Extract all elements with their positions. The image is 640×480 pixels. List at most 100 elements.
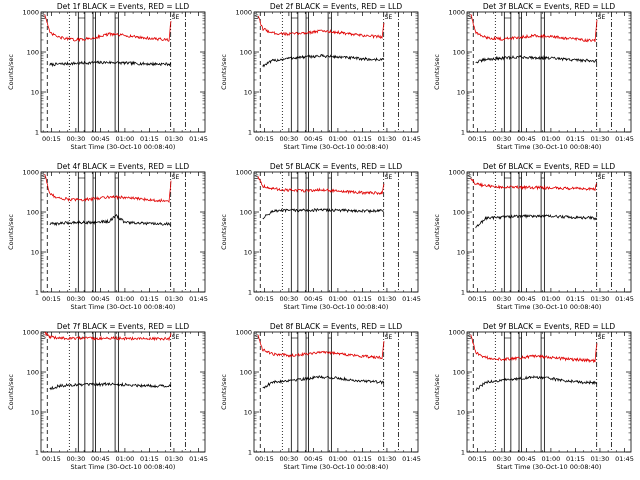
plot-frame [466,171,632,293]
x-tick-label: 00:15 [42,455,61,463]
x-axis-label: Start Time (30-Oct-10 00:08:40) [284,143,389,151]
corner-label-right: SE [385,334,393,341]
plot-frame [40,171,206,293]
corner-label-left: S [255,334,259,341]
series-line-events [262,208,384,220]
x-tick-label: 00:45 [304,135,323,143]
series-line-events [475,55,598,64]
y-tick-label: 1 [461,129,465,137]
series-line-events [49,214,171,227]
chart-title: Det 6f BLACK = Events, RED = LLD [483,162,616,171]
y-tick-label: 100 [453,49,465,57]
x-tick-label: 01:45 [402,295,421,303]
plot-frame [466,331,632,453]
x-tick-label: 01:30 [591,455,610,463]
x-tick-label: 00:15 [255,295,274,303]
series-line-events [49,381,172,391]
x-tick-label: 00:15 [255,135,274,143]
y-tick-label: 100 [453,369,465,377]
x-tick-label: 01:00 [329,295,348,303]
plot-frame [40,331,206,453]
x-tick-label: 00:45 [517,455,536,463]
y-axis-label: Counts/sec [7,374,15,410]
y-axis-label: Counts/sec [220,54,228,90]
x-tick-label: 01:30 [378,455,397,463]
x-tick-label: 01:00 [542,135,561,143]
x-tick-label: 01:45 [402,455,421,463]
x-tick-label: 00:30 [493,295,512,303]
x-tick-label: 01:30 [165,455,184,463]
series-line-lld [470,334,598,364]
y-tick-label: 1 [248,129,252,137]
y-tick-label: 1000 [22,9,39,17]
chart-title: Det 3f BLACK = Events, RED = LLD [483,2,616,11]
y-tick-label: 1 [35,449,39,457]
corner-label-right: SE [385,14,393,21]
y-tick-label: 1 [35,289,39,297]
x-tick-label: 01:15 [566,135,585,143]
x-tick-label: 00:45 [304,295,323,303]
y-tick-label: 1000 [448,329,465,337]
x-tick-label: 01:15 [566,455,585,463]
y-tick-label: 10 [31,249,39,257]
corner-label-right: SE [172,334,180,341]
x-tick-label: 00:30 [280,455,299,463]
y-tick-label: 100 [27,209,39,217]
y-tick-label: 1000 [448,9,465,17]
series-line-lld [470,178,598,192]
x-tick-label: 00:30 [67,135,86,143]
y-tick-label: 10 [31,89,39,97]
y-tick-label: 1 [248,289,252,297]
corner-label-right: SE [598,14,606,21]
y-axis-label: Counts/sec [7,54,15,90]
y-axis-label: Counts/sec [433,374,441,410]
y-tick-label: 100 [27,49,39,57]
corner-label-right: SE [598,334,606,341]
corner-label-left: S [42,174,46,181]
series-line-events [475,375,597,391]
series-line-lld [257,334,385,360]
x-tick-label: 00:30 [280,295,299,303]
series-line-events [49,60,172,68]
x-tick-label: 01:30 [378,295,397,303]
x-tick-label: 00:45 [91,135,110,143]
y-tick-label: 1 [248,449,252,457]
x-tick-label: 00:15 [42,295,61,303]
series-line-lld [44,14,172,43]
y-tick-label: 1 [461,289,465,297]
y-tick-label: 1000 [448,169,465,177]
plot-frame [466,11,632,133]
x-tick-label: 01:15 [353,295,372,303]
chart-title: Det 2f BLACK = Events, RED = LLD [270,2,403,11]
chart-panel: Det 3f BLACK = Events, RED = LLD Counts/s… [433,2,634,151]
x-tick-label: 01:45 [615,295,634,303]
chart-panel: Det 9f BLACK = Events, RED = LLD Counts/s… [433,322,634,471]
x-tick-label: 01:00 [542,455,561,463]
corner-label-right: SE [172,14,180,21]
corner-label-left: S [255,174,259,181]
x-tick-label: 00:30 [67,295,86,303]
x-axis-label: Start Time (30-Oct-10 00:08:40) [497,303,602,311]
chart-panel: Det 4f BLACK = Events, RED = LLD Counts/s… [7,162,208,311]
x-tick-label: 01:30 [165,295,184,303]
x-axis-label: Start Time (30-Oct-10 00:08:40) [284,303,389,311]
y-tick-label: 1000 [22,169,39,177]
y-tick-label: 10 [244,409,252,417]
series-line-lld [257,16,385,40]
x-tick-label: 00:45 [517,295,536,303]
y-tick-label: 1000 [235,9,252,17]
x-axis-label: Start Time (30-Oct-10 00:08:40) [497,143,602,151]
corner-label-right: SE [172,174,180,181]
y-tick-label: 10 [457,89,465,97]
x-tick-label: 01:15 [353,455,372,463]
x-tick-label: 01:00 [116,295,135,303]
x-tick-label: 01:45 [402,135,421,143]
y-tick-label: 1 [35,129,39,137]
chart-title: Det 4f BLACK = Events, RED = LLD [57,162,190,171]
x-tick-label: 00:30 [280,135,299,143]
corner-label-left: S [468,334,472,341]
plot-frame [40,11,206,133]
corner-label-left: S [42,14,46,21]
y-tick-label: 1000 [235,329,252,337]
y-tick-label: 100 [453,209,465,217]
